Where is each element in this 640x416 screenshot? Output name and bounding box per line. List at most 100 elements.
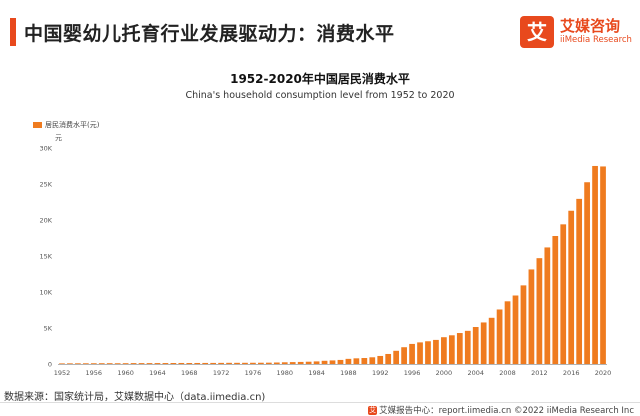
bar-1988 [345,358,352,364]
x-tick-label: 1968 [181,369,198,377]
bar-2007 [496,309,503,364]
bar-1953 [67,363,73,364]
y-tick-label: 30K [39,145,52,153]
y-tick-label: 10K [39,289,52,297]
bar-1973 [226,362,232,364]
bar-1987 [337,359,344,364]
bar-1993 [385,353,392,364]
bar-1956 [90,363,97,364]
bar-2000 [441,337,447,364]
footer-divider [0,402,640,403]
bar-1982 [297,361,304,364]
page-title: 中国婴幼儿托育行业发展驱动力：消费水平 [24,23,395,45]
chart-legend: 居民消费水平(元) [33,120,99,130]
bar-2019 [592,165,598,364]
x-tick-label: 1964 [149,369,166,377]
footer-credit: 艾艾媒报告中心：report.iimedia.cn ©2022 iiMedia … [368,404,634,416]
mini-logo-icon: 艾 [368,406,378,415]
bar-1980 [281,362,288,364]
bar-1989 [353,358,360,364]
x-tick-label: 1992 [372,369,389,377]
bar-1998 [425,341,431,364]
bar-1952 [59,363,65,364]
x-tick-label: 1960 [117,369,134,377]
bar-1958 [106,363,113,364]
bar-2020 [600,166,606,364]
bar-1967 [178,362,185,364]
bar-1959 [114,363,121,364]
bar-1994 [393,350,400,364]
bar-1966 [170,363,177,364]
x-tick-label: 1984 [308,369,325,377]
y-tick-label: 15K [39,253,52,261]
chart-title: 1952-2020年中国居民消费水平 [230,72,410,86]
bar-1977 [258,362,264,364]
title-accent-bar [10,18,16,46]
x-tick-label: 2004 [467,369,484,377]
bar-2017 [576,198,583,364]
bar-1954 [75,363,81,364]
y-tick-label: 0 [48,361,52,369]
bar-1979 [273,362,280,364]
x-tick-label: 2012 [531,369,548,377]
x-tick-label: 1956 [86,369,103,377]
x-tick-label: 1952 [54,369,71,377]
logo-cn-text: 艾媒咨询 [560,17,621,35]
legend-swatch [33,122,42,128]
x-tick-label: 2020 [595,369,612,377]
bar-2015 [560,224,567,364]
bar-1995 [401,347,407,364]
bar-1957 [98,363,105,364]
bar-2018 [584,182,590,364]
bar-1963 [146,363,153,364]
bar-2013 [544,247,551,364]
y-tick-label: 5K [44,325,53,333]
bar-1961 [130,363,137,364]
x-tick-label: 1988 [340,369,357,377]
bar-1962 [138,363,145,364]
bar-1986 [329,360,336,364]
bar-2016 [568,210,575,364]
bar-1976 [250,362,256,364]
bar-1968 [186,363,193,364]
bar-1965 [162,363,169,364]
bar-1955 [82,363,89,364]
bar-1981 [289,362,296,364]
logo-badge-icon: 艾 [520,16,554,48]
x-tick-label: 1996 [404,369,421,377]
bar-2014 [552,236,559,364]
logo-en-text: iiMedia Research [560,35,632,45]
chart-subtitle: China's household consumption level from… [185,90,455,101]
x-tick-label: 2008 [499,369,516,377]
bar-2006 [488,317,495,364]
bar-1997 [417,342,423,364]
bar-1990 [361,358,368,364]
bar-1971 [210,362,217,364]
bar-1984 [313,361,320,364]
bar-1964 [154,363,161,364]
y-unit-label: 元 [55,134,62,142]
bar-1991 [369,357,376,364]
bar-2005 [480,322,487,364]
x-tick-label: 1976 [245,369,262,377]
bar-1969 [194,362,201,364]
bar-2012 [536,258,543,364]
x-tick-label: 2000 [436,369,453,377]
bar-2003 [464,330,471,364]
bar-1992 [377,355,384,364]
bar-1972 [218,362,224,364]
bar-1983 [305,361,312,364]
bar-2010 [520,285,527,364]
bar-2002 [456,333,463,364]
iimedia-logo: 艾 艾媒咨询 iiMedia Research [520,14,635,54]
footer-credit-text: 艾媒报告中心：report.iimedia.cn ©2022 iiMedia R… [379,406,634,416]
bar-1996 [409,343,415,364]
bar-2011 [528,269,535,364]
bar-2008 [504,301,511,364]
y-tick-label: 25K [39,181,52,189]
bar-2009 [512,295,519,364]
data-source: 数据来源：国家统计局，艾媒数据中心（data.iimedia.cn) [4,392,266,403]
bar-2001 [448,335,455,364]
bar-1974 [234,362,240,364]
footer [0,386,640,416]
